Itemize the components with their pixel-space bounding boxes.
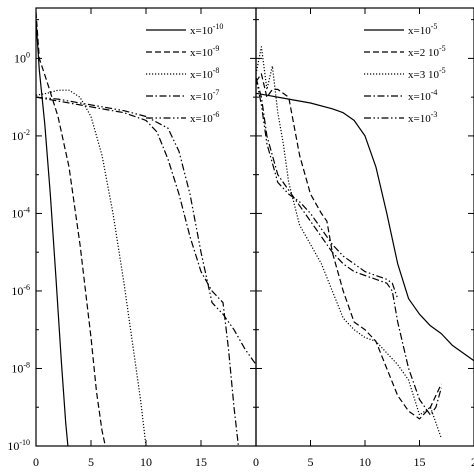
legend-label-exponent: -9 <box>213 44 220 53</box>
legend-label-base: x=10 <box>408 91 431 103</box>
legend-label: x=10-5 <box>408 22 437 37</box>
y-tick-label-exponent: 0 <box>26 50 30 59</box>
y-tick-label-exponent: -10 <box>19 438 30 447</box>
legend-label-base: x=10 <box>190 113 213 125</box>
legend-label-exponent: -6 <box>213 110 220 119</box>
legend-label: x=10-10 <box>190 22 223 37</box>
chart-panel-1: 0 5 10 1510010-210-410-610-810-10x=10-10x=1… <box>7 7 257 469</box>
legend-label: x=10-9 <box>190 44 219 59</box>
x-tick-label: 0 <box>253 455 259 469</box>
y-tick-label-base: 10 <box>14 51 26 65</box>
y-tick-label-base: 10 <box>11 361 23 375</box>
legend-label-exponent: -4 <box>431 88 438 97</box>
y-tick-label-exponent: -2 <box>23 128 30 137</box>
legend-label-base: x=10 <box>190 69 213 81</box>
y-tick-label-exponent: -6 <box>23 283 30 292</box>
series-line-4 <box>36 96 239 446</box>
legend-label-base: x=3 10 <box>408 69 439 81</box>
legend-label-base: x=10 <box>408 25 431 37</box>
legend-label-exponent: -5 <box>439 44 446 53</box>
legend-label: x=10-4 <box>408 88 437 103</box>
y-tick-label-base: 10 <box>11 284 23 298</box>
y-tick-label: 10-6 <box>11 283 30 298</box>
legend-label-exponent: -7 <box>213 88 220 97</box>
y-tick-label-base: 10 <box>7 439 19 453</box>
x-tick-label: 15 <box>195 455 207 469</box>
legend-label: x=2 10-5 <box>408 44 446 59</box>
x-tick-label: 15 <box>414 455 426 469</box>
chart-panel-2: 0 5 10 15 2x=10-5x=2 10-5x=3 10-5x=10-4x=10-… <box>253 7 474 469</box>
legend-label-base: x=10 <box>408 113 431 125</box>
x-tick-label: 5 <box>308 455 314 469</box>
y-tick-label-base: 10 <box>11 129 23 143</box>
series-line-5 <box>36 96 256 365</box>
legend-label-base: x=10 <box>190 47 213 59</box>
y-tick-label: 10-10 <box>7 438 30 453</box>
y-tick-label-base: 10 <box>11 206 23 220</box>
legend-label-exponent: -5 <box>431 22 438 31</box>
x-tick-label: 0 <box>33 455 39 469</box>
legend-label-base: x=10 <box>190 91 213 103</box>
legend-label: x=3 10-5 <box>408 66 446 81</box>
legend-label: x=10-8 <box>190 66 219 81</box>
x-tick-label: 10 <box>140 455 152 469</box>
legend-label: x=10-3 <box>408 110 437 125</box>
legend-label: x=10-6 <box>190 110 219 125</box>
x-tick-label: 2 <box>471 455 474 469</box>
legend-label-exponent: -5 <box>439 66 446 75</box>
series-line-5 <box>256 77 399 299</box>
x-tick-label: 10 <box>359 455 371 469</box>
series-line-2 <box>256 73 442 420</box>
series-line-1 <box>36 19 69 446</box>
series-line-4 <box>256 77 442 416</box>
legend-label-exponent: -10 <box>213 22 224 31</box>
series-line-1 <box>256 92 474 362</box>
series-line-2 <box>36 11 106 446</box>
y-tick-label-exponent: -8 <box>23 360 30 369</box>
legend-label-base: x=10 <box>190 25 213 37</box>
legend-label-exponent: -3 <box>431 110 438 119</box>
y-tick-label: 10-2 <box>11 128 30 143</box>
y-tick-label: 10-4 <box>11 205 30 220</box>
series-line-3 <box>256 46 442 439</box>
y-tick-label-exponent: -4 <box>23 205 30 214</box>
legend-label-base: x=2 10 <box>408 47 439 59</box>
x-tick-label: 5 <box>88 455 94 469</box>
y-tick-label: 10-8 <box>11 360 30 375</box>
legend-label-exponent: -8 <box>213 66 220 75</box>
legend-label: x=10-7 <box>190 88 219 103</box>
y-tick-label: 100 <box>14 50 30 65</box>
